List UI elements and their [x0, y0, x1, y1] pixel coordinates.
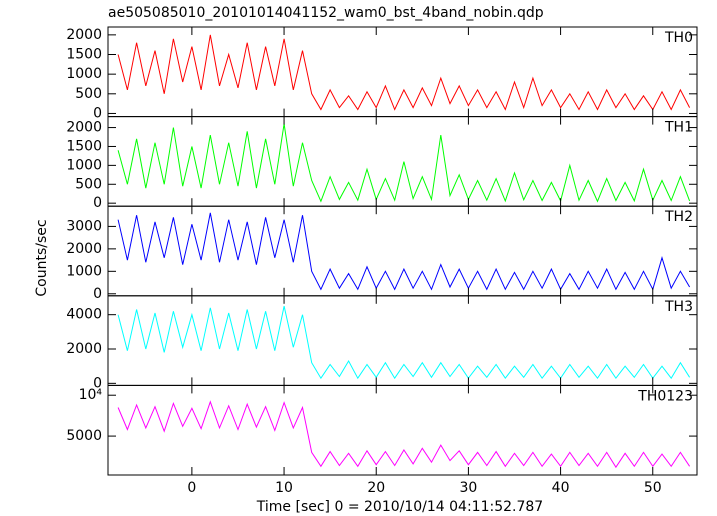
- y-tick-label: 2000: [66, 341, 102, 357]
- y-tick-label: 2000: [66, 241, 102, 257]
- y-tick-label: 4000: [66, 307, 102, 323]
- x-tick-label: 50: [644, 480, 662, 496]
- y-tick-label: 5000: [66, 428, 102, 444]
- y-tick-label: 0: [93, 105, 102, 121]
- panel-frame: [107, 116, 698, 207]
- series-name: TH3: [664, 299, 693, 315]
- series-name: TH2: [664, 209, 693, 225]
- x-tick-label: 0: [187, 480, 196, 496]
- y-tick-label: 0: [93, 195, 102, 211]
- light-curve: [117, 212, 691, 291]
- y-tick-label: 3000: [66, 218, 102, 234]
- y-tick-label: 500: [75, 86, 102, 102]
- y-tick-label: 1000: [66, 157, 102, 173]
- chart-title: ae505085010_20101014041152_wam0_bst_4ban…: [108, 5, 544, 21]
- y-tick-label: 500: [75, 176, 102, 192]
- series-name: TH0: [664, 30, 693, 46]
- series-name: TH1: [664, 120, 693, 136]
- panel-frame: [107, 384, 698, 476]
- x-axis-label: Time [sec] 0 = 2010/10/14 04:11:52.787: [256, 499, 543, 515]
- panel-frame: [107, 295, 698, 386]
- light-curve: [117, 305, 691, 380]
- y-tick-label: 2000: [66, 120, 102, 136]
- y-tick-label: 2000: [66, 27, 102, 43]
- y-tick-label: 1500: [66, 47, 102, 63]
- light-curve: [117, 400, 691, 469]
- y-tick-label: 10⁴: [79, 387, 103, 403]
- x-tick-label: 30: [459, 480, 477, 496]
- x-tick-label: 10: [275, 480, 293, 496]
- y-tick-label: 0: [93, 286, 102, 302]
- panel-frame: [107, 205, 698, 297]
- light-curve: [117, 34, 691, 111]
- y-tick-label: 0: [93, 375, 102, 391]
- x-tick-label: 40: [552, 480, 570, 496]
- x-tick-label: 20: [367, 480, 385, 496]
- series-name: TH0123: [637, 388, 693, 404]
- panel-frame: [107, 26, 698, 118]
- y-tick-label: 1000: [66, 66, 102, 82]
- y-tick-label: 1000: [66, 263, 102, 279]
- y-tick-label: 1500: [66, 138, 102, 154]
- light-curve: [117, 123, 691, 203]
- y-axis-label: Counts/sec: [34, 219, 50, 296]
